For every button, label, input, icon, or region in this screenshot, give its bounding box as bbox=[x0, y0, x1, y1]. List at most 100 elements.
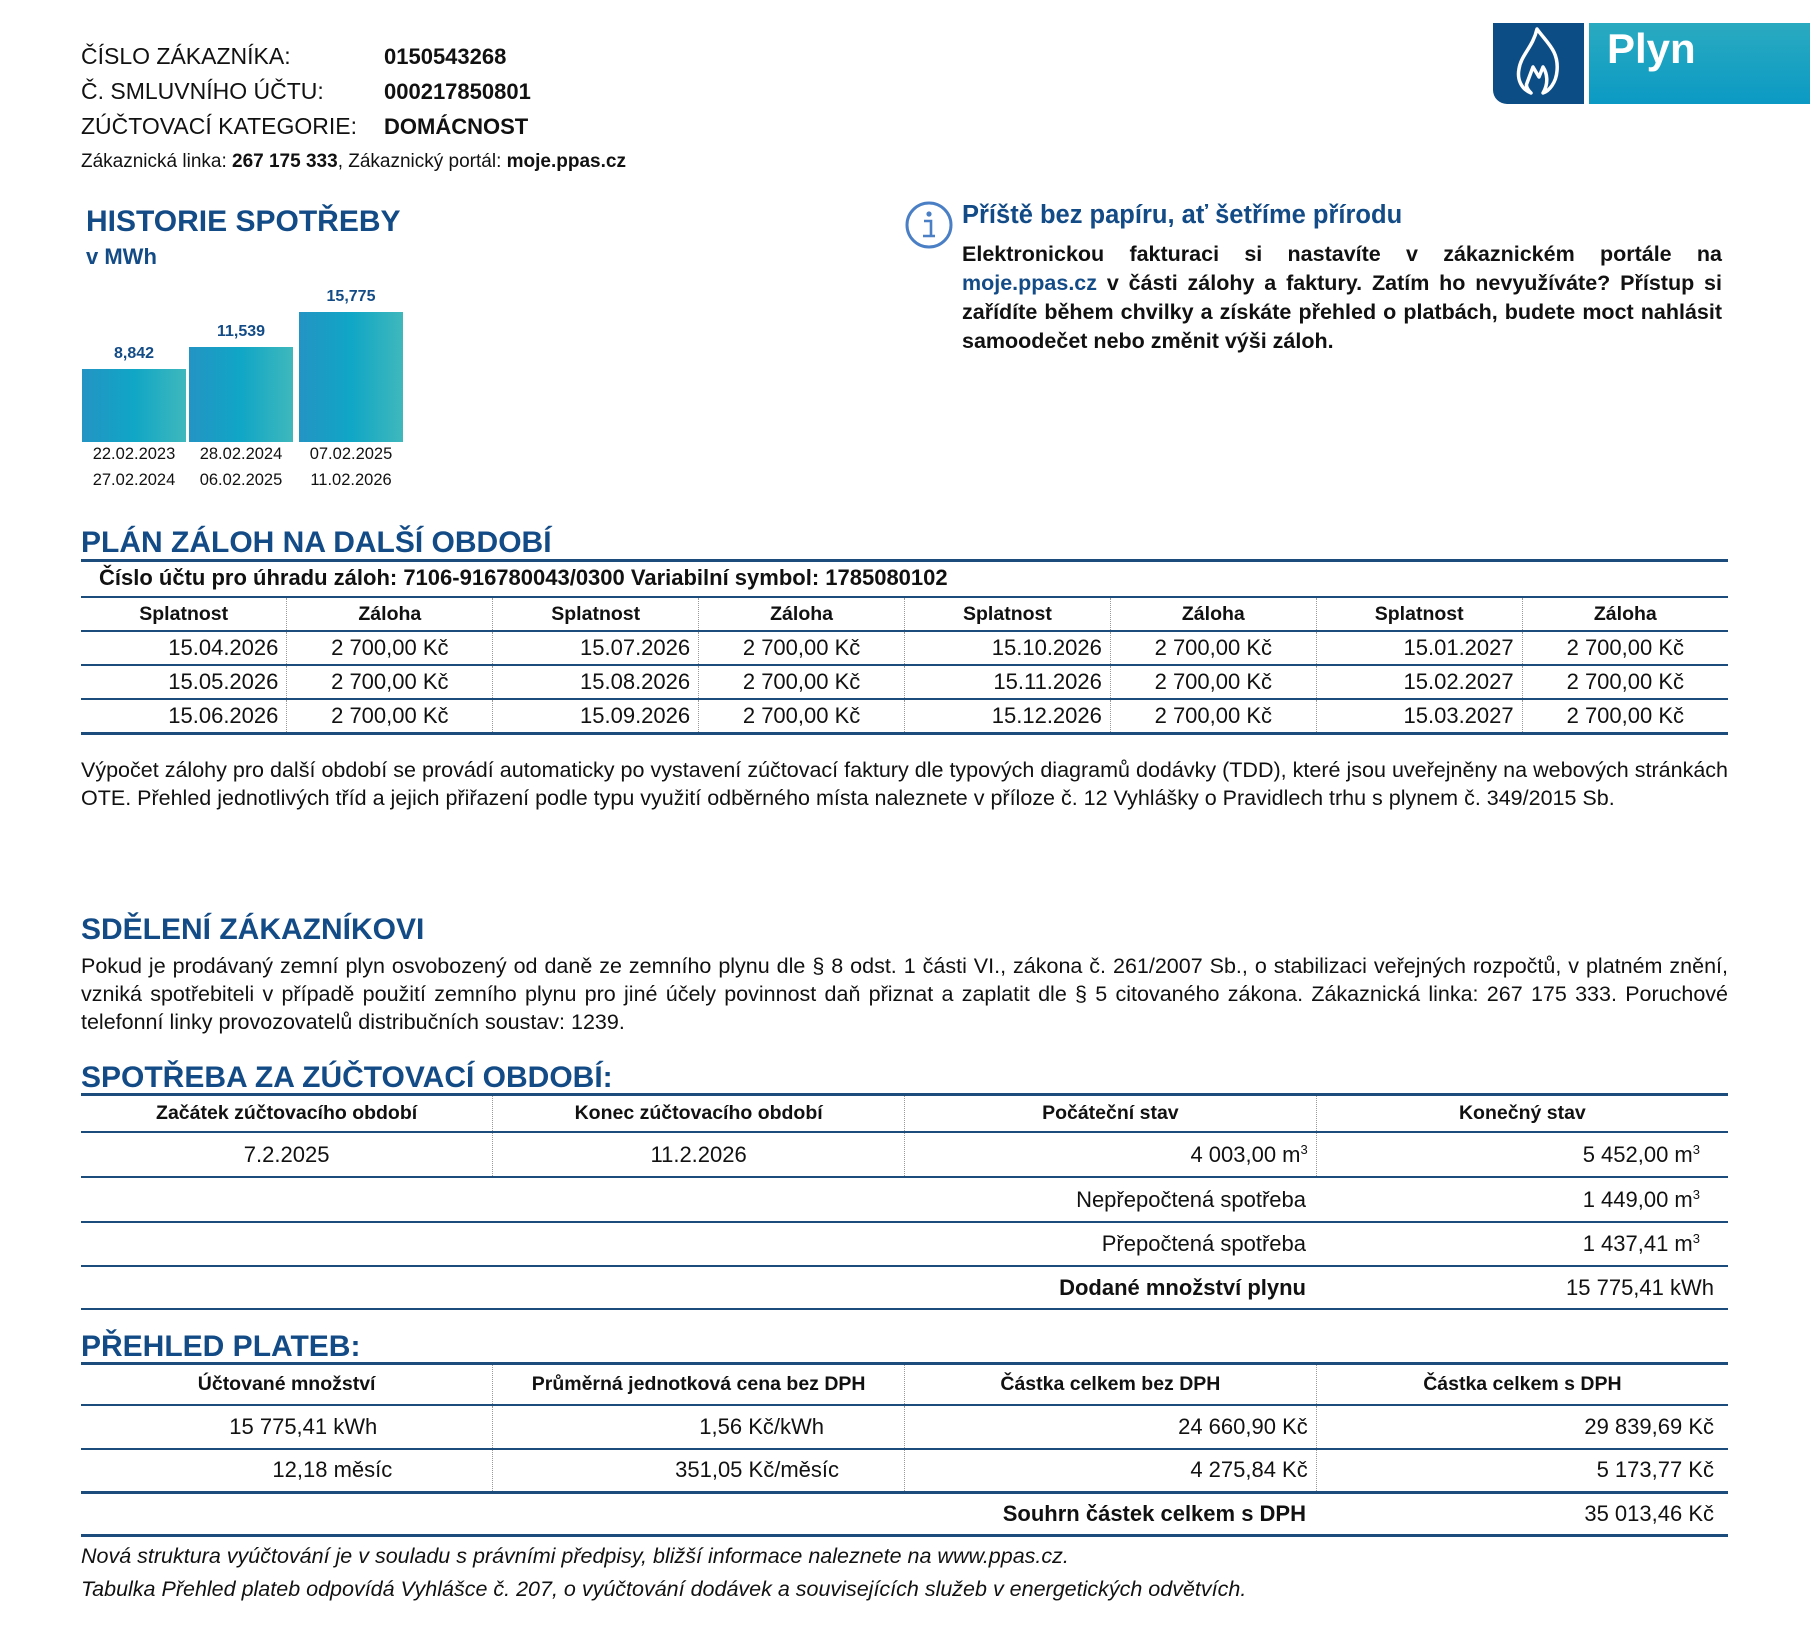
due-date: 15.07.2026 bbox=[492, 631, 699, 665]
final-reading: 5 452,00 m3 bbox=[1315, 1132, 1728, 1177]
cell: 15 775,41 kWh bbox=[229, 1414, 378, 1439]
plan-title: PLÁN ZÁLOH NA DALŠÍ OBDOBÍ bbox=[81, 526, 552, 559]
logo-banner: Plyn bbox=[1589, 23, 1810, 104]
deposit-amount: 2 700,00 Kč bbox=[1109, 699, 1317, 733]
contact-line: Zákaznická linka: 267 175 333, Zákaznick… bbox=[81, 151, 626, 173]
col-header: Záloha bbox=[286, 598, 493, 631]
bar-period-from: 22.02.2023 bbox=[92, 445, 176, 463]
notice-title: SDĚLENÍ ZÁKAZNÍKOVI bbox=[81, 913, 425, 946]
divider bbox=[81, 1362, 1728, 1365]
chart-bar bbox=[189, 346, 293, 442]
payments-table: Účtované množství Průměrná jednotková ce… bbox=[81, 1365, 1728, 1494]
due-date: 15.03.2027 bbox=[1315, 699, 1523, 733]
divider bbox=[81, 596, 1728, 598]
info-portal-link[interactable]: moje.ppas.cz bbox=[962, 271, 1098, 295]
col-header: Konec zúčtovacího období bbox=[492, 1096, 905, 1132]
info-title: Příště bez papíru, ať šetříme přírodu bbox=[962, 201, 1403, 229]
info-icon bbox=[905, 201, 953, 249]
col-header: Záloha bbox=[698, 598, 905, 631]
due-date: 15.10.2026 bbox=[904, 631, 1111, 665]
col-header: Splatnost bbox=[904, 598, 1111, 631]
consumption-title: SPOTŘEBA ZA ZÚČTOVACÍ OBDOBÍ: bbox=[81, 1061, 613, 1094]
table-row: 15 775,41 kWh 1,56 Kč/kWh 24 660,90 Kč 2… bbox=[81, 1405, 1728, 1449]
due-date: 15.05.2026 bbox=[168, 669, 279, 694]
bar-value-label: 11,539 bbox=[216, 322, 266, 340]
col-header: Začátek zúčtovacího období bbox=[156, 1102, 418, 1124]
chart-bar bbox=[299, 312, 403, 442]
customer-number: 0150543268 bbox=[384, 44, 507, 69]
due-date: 15.08.2026 bbox=[492, 665, 699, 699]
deposit-amount: 2 700,00 Kč bbox=[286, 665, 493, 699]
initial-reading: 4 003,00 m3 bbox=[904, 1132, 1317, 1177]
contract-number: 000217850801 bbox=[384, 79, 531, 104]
col-header: Částka celkem s DPH bbox=[1315, 1365, 1728, 1405]
total-label: Souhrn částek celkem s DPH bbox=[1002, 1501, 1306, 1527]
bar-period-to: 27.02.2024 bbox=[92, 471, 176, 489]
logo-icon-box bbox=[1493, 23, 1584, 104]
info-text-2: v části zálohy a faktury. Zatím ho nevyu… bbox=[962, 271, 1722, 353]
deposit-amount: 2 700,00 Kč bbox=[1521, 665, 1728, 699]
cell: 29 839,69 Kč bbox=[1315, 1405, 1728, 1449]
notice-text: Pokud je prodávaný zemní plyn osvobozený… bbox=[81, 954, 1728, 1034]
bar-period-to: 06.02.2025 bbox=[199, 471, 283, 489]
deposit-amount: 2 700,00 Kč bbox=[698, 699, 905, 733]
consumption-table: Začátek zúčtovacího období Konec zúčtova… bbox=[81, 1096, 1728, 1178]
customer-number-label: ČÍSLO ZÁKAZNÍKA: bbox=[81, 43, 291, 69]
logo-text: Plyn bbox=[1607, 25, 1696, 72]
cell: 351,05 Kč/měsíc bbox=[492, 1449, 905, 1492]
due-date: 15.09.2026 bbox=[492, 699, 699, 733]
contract-number-label: Č. SMLUVNÍHO ÚČTU: bbox=[81, 78, 324, 104]
col-header: Splatnost bbox=[139, 602, 229, 625]
portal-link[interactable]: moje.ppas.cz bbox=[506, 151, 626, 172]
consumption-summary: Nepřepočtená spotřeba 1 449,00 m3 Přepočt… bbox=[81, 1179, 1728, 1310]
portal-label: , Zákaznický portál: bbox=[337, 151, 507, 172]
deposit-amount: 2 700,00 Kč bbox=[286, 631, 493, 665]
bar-period-to: 11.02.2026 bbox=[310, 471, 392, 489]
converted-consumption-label: Přepočtená spotřeba bbox=[1101, 1231, 1306, 1256]
info-text: Elektronickou fakturaci si nastavíte v z… bbox=[962, 240, 1722, 356]
raw-consumption-label: Nepřepočtená spotřeba bbox=[1076, 1187, 1306, 1212]
cell: 24 660,90 Kč bbox=[904, 1405, 1317, 1449]
col-header: Konečný stav bbox=[1315, 1096, 1728, 1132]
delivered-label: Dodané množství plynu bbox=[1059, 1274, 1306, 1300]
col-header: Splatnost bbox=[1315, 598, 1523, 631]
bar-period-from: 28.02.2024 bbox=[199, 445, 283, 463]
delivered-value: 15 775,41 kWh bbox=[1566, 1274, 1714, 1300]
due-date: 15.01.2027 bbox=[1315, 631, 1523, 665]
cell: 4 275,84 Kč bbox=[904, 1449, 1317, 1492]
deposit-amount: 2 700,00 Kč bbox=[286, 699, 493, 733]
plan-table: Splatnost Záloha Splatnost Záloha Splatnost Z… bbox=[81, 598, 1728, 735]
bar-value-label: 8,842 bbox=[113, 345, 155, 363]
divider bbox=[81, 559, 1728, 562]
hotline: 267 175 333 bbox=[232, 151, 338, 172]
cell: 12,18 měsíc bbox=[272, 1457, 393, 1483]
deposit-amount: 2 700,00 Kč bbox=[698, 631, 905, 665]
deposit-amount: 2 700,00 Kč bbox=[1521, 631, 1728, 665]
bar-period-from: 07.02.2025 bbox=[309, 445, 393, 463]
payments-title: PŘEHLED PLATEB: bbox=[81, 1330, 361, 1363]
deposit-amount: 2 700,00 Kč bbox=[1109, 665, 1317, 699]
deposit-amount: 2 700,00 Kč bbox=[1109, 631, 1317, 665]
period-end: 11.2.2026 bbox=[492, 1132, 905, 1177]
due-date: 15.04.2026 bbox=[168, 635, 279, 660]
footer-note-1: Nová struktura vyúčtování je v souladu s… bbox=[81, 1544, 1069, 1568]
col-header: Průměrná jednotková cena bez DPH bbox=[492, 1365, 905, 1405]
period-start: 7.2.2025 bbox=[243, 1141, 330, 1167]
col-header: Záloha bbox=[1109, 598, 1317, 631]
col-header: Splatnost bbox=[492, 598, 699, 631]
divider bbox=[81, 1093, 1728, 1096]
total-value: 35 013,46 Kč bbox=[1584, 1501, 1714, 1527]
col-header: Záloha bbox=[1521, 598, 1728, 631]
category-label: ZÚČTOVACÍ KATEGORIE: bbox=[81, 113, 358, 139]
flame-icon bbox=[1516, 27, 1559, 95]
deposit-amount: 2 700,00 Kč bbox=[698, 665, 905, 699]
col-header: Počáteční stav bbox=[904, 1096, 1317, 1132]
cell: 1,56 Kč/kWh bbox=[492, 1405, 905, 1449]
converted-consumption-value: 1 437,41 m3 bbox=[1582, 1231, 1700, 1256]
payments-total: Souhrn částek celkem s DPH 35 013,46 Kč bbox=[81, 1495, 1728, 1537]
due-date: 15.02.2027 bbox=[1315, 665, 1523, 699]
col-header: Částka celkem bez DPH bbox=[904, 1365, 1317, 1405]
due-date: 15.06.2026 bbox=[168, 702, 279, 728]
footer-note-2: Tabulka Přehled plateb odpovídá Vyhlášce… bbox=[81, 1577, 1247, 1601]
cell: 5 173,77 Kč bbox=[1315, 1449, 1728, 1492]
